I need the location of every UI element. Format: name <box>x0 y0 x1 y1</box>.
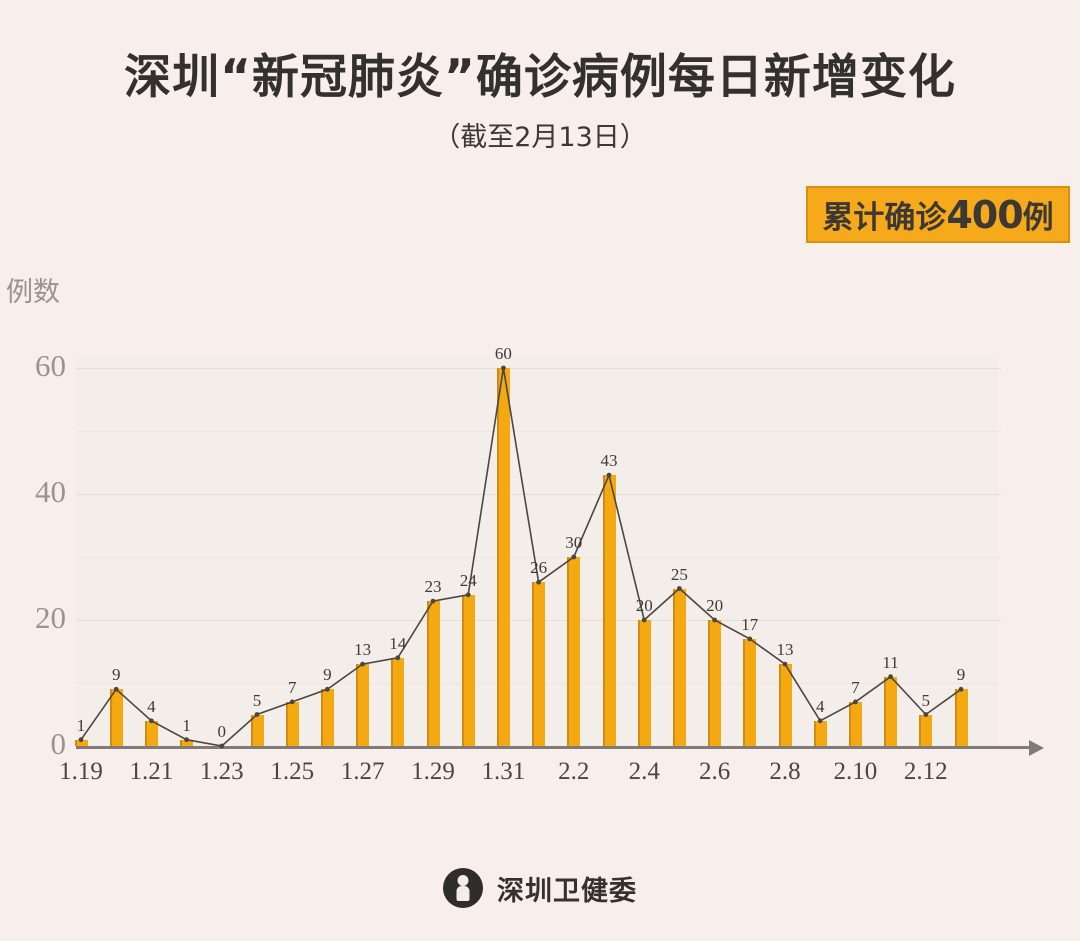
y-axis-tick-label: 0 <box>50 726 67 761</box>
x-axis-tick-label: 1.19 <box>59 758 103 785</box>
bar-value-label: 13 <box>354 640 372 660</box>
bar-value-label: 17 <box>741 614 759 634</box>
bar-value-label: 26 <box>530 558 548 578</box>
gridline <box>76 431 1002 432</box>
page-subtitle: （截至2月13日） <box>433 122 647 153</box>
bar-value-label: 5 <box>921 690 931 710</box>
y-axis-tick-label: 40 <box>35 474 66 509</box>
bar-value-label: 23 <box>424 577 442 597</box>
x-axis-tick-label: 2.2 <box>558 758 590 785</box>
bar-value-label: 4 <box>147 696 156 716</box>
bar <box>461 594 475 746</box>
bar <box>954 689 968 746</box>
badge-number: 400 <box>946 193 1023 237</box>
bar <box>180 739 194 746</box>
bar <box>250 714 264 746</box>
total-confirmed-text: 累计确诊400例 <box>822 192 1053 237</box>
bar <box>813 720 827 746</box>
bar-value-label: 7 <box>287 677 297 697</box>
bar <box>919 714 933 746</box>
bar <box>144 720 158 746</box>
total-confirmed-badge: 累计确诊400例 <box>806 186 1070 243</box>
bar-value-label: 5 <box>252 690 262 710</box>
y-axis-tick-label: 60 <box>35 348 66 383</box>
bar-value-label: 0 <box>217 722 227 741</box>
bar <box>74 739 88 746</box>
bar-value-label: 9 <box>111 665 121 685</box>
gridline <box>76 557 1002 558</box>
bar-value-label: 30 <box>565 533 583 552</box>
bar <box>356 664 370 746</box>
x-axis-tick-label: 2.10 <box>833 758 878 785</box>
bar <box>708 620 722 746</box>
bar <box>848 701 862 746</box>
daily-new-cases-chart: 0 20 40 60 1 9 4 1 0 5 7 9 13 14 23 24 60 26 30 43 20 25 20 17 1… <box>0 330 1080 800</box>
bar <box>426 601 440 746</box>
x-axis-tick-label: 1.31 <box>481 758 526 785</box>
gridline <box>76 494 1002 495</box>
bar-value-label: 9 <box>323 665 332 685</box>
bar <box>320 689 334 746</box>
bar-value-label: 20 <box>706 596 724 615</box>
bar-value-label: 7 <box>851 677 860 697</box>
bar-value-label: 11 <box>882 652 899 672</box>
bar-value-label: 25 <box>670 564 688 584</box>
badge-suffix: 例 <box>1022 200 1054 236</box>
bar <box>391 657 405 746</box>
trend-line-overlay <box>78 365 964 749</box>
bar-value-label: 24 <box>459 570 477 590</box>
x-axis-tick-label: 2.4 <box>628 758 660 785</box>
x-axis-tick-label: 1.25 <box>270 758 315 785</box>
bar <box>285 701 299 746</box>
bar-value-label: 1 <box>182 715 191 735</box>
x-axis-tick-label: 1.23 <box>199 758 244 785</box>
bar <box>743 638 757 746</box>
shenzhen-health-commission-logo-icon <box>443 868 483 908</box>
bar <box>496 368 510 746</box>
bar <box>109 689 123 746</box>
x-axis-tick-label: 1.29 <box>411 758 455 785</box>
x-axis-tick-label: 1.27 <box>340 758 385 785</box>
bar-value-label: 1 <box>76 715 86 735</box>
bar-value-label: 43 <box>600 451 618 471</box>
bar <box>672 588 686 746</box>
badge-prefix: 累计确诊 <box>822 200 947 236</box>
bar <box>778 664 792 746</box>
x-axis-line <box>76 746 1030 749</box>
x-axis-tick-label: 2.8 <box>769 758 801 785</box>
y-axis-tick-label: 20 <box>35 600 66 635</box>
y-axis-title: 例数 <box>6 277 60 308</box>
footer: 深圳卫健委 <box>0 868 1080 908</box>
gridline <box>76 368 1002 369</box>
bar <box>532 582 546 746</box>
bar-value-label: 9 <box>956 665 966 685</box>
x-axis-tick-label: 2.12 <box>903 758 948 785</box>
bar-value-label: 60 <box>494 344 512 363</box>
bar <box>637 620 651 746</box>
bar-value-label: 4 <box>815 696 825 716</box>
bar <box>567 557 581 746</box>
x-axis-arrow-icon <box>1029 740 1045 756</box>
bar <box>602 475 616 746</box>
page-title: 深圳“新冠肺炎”确诊病例每日新增变化 <box>124 50 956 105</box>
x-axis-tick-label: 2.6 <box>698 758 731 785</box>
bar-value-label: 20 <box>635 596 653 615</box>
bar-value-label: 13 <box>776 640 794 660</box>
bar-value-label: 14 <box>389 633 407 653</box>
x-axis-tick-label: 1.21 <box>129 758 174 785</box>
footer-org-name: 深圳卫健委 <box>497 875 637 907</box>
bar <box>884 676 898 746</box>
